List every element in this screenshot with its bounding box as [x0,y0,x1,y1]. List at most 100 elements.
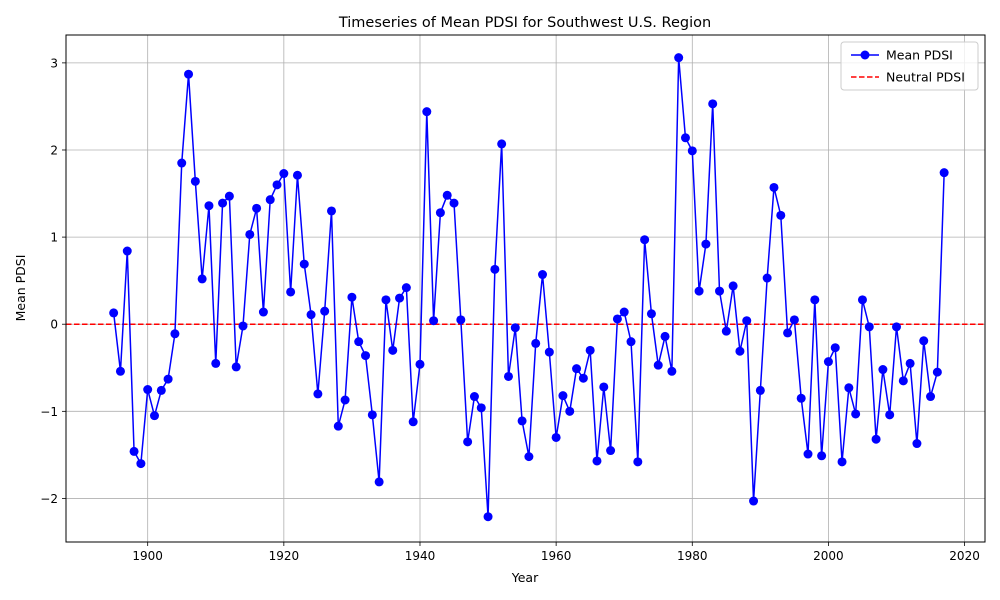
plot-frame [65,34,986,543]
mean-pdsi-point [279,169,289,179]
x-tick-label: 1980 [677,549,708,563]
mean-pdsi-point [272,180,282,190]
mean-pdsi-point [497,139,507,149]
mean-pdsi-point [871,434,881,444]
mean-pdsi-point [796,393,806,403]
mean-pdsi-point [463,437,473,447]
mean-pdsi-point [211,358,221,368]
mean-pdsi-point [565,406,575,416]
mean-pdsi-point [320,306,330,316]
mean-pdsi-point [585,345,595,355]
series-layer [109,53,949,522]
mean-pdsi-point [742,316,752,326]
mean-pdsi-point [660,331,670,341]
mean-pdsi-point [701,239,711,249]
legend-label-neutral-pdsi: Neutral PDSI [886,70,965,85]
mean-pdsi-point [326,206,336,216]
mean-pdsi-point [449,198,459,208]
mean-pdsi-point [177,158,187,168]
mean-pdsi-point [531,338,541,348]
mean-pdsi-point [762,273,772,283]
mean-pdsi-point [163,374,173,384]
mean-pdsi-point [149,411,159,421]
mean-pdsi-point [367,410,377,420]
mean-pdsi-point [435,208,445,218]
mean-pdsi-point [837,457,847,467]
x-tick-label: 1900 [132,549,163,563]
mean-pdsi-point [640,235,650,245]
y-tick-label: 0 [50,318,58,332]
x-tick-label: 2000 [813,549,844,563]
mean-pdsi-point [197,274,207,284]
mean-pdsi-point [395,293,405,303]
mean-pdsi-point [544,347,554,357]
mean-pdsi-point [299,259,309,269]
mean-pdsi-point [156,385,166,395]
mean-pdsi-point [769,182,779,192]
mean-pdsi-point [109,308,119,318]
mean-pdsi-point [408,417,418,427]
mean-pdsi-point [680,133,690,143]
x-tick-label: 1920 [269,549,300,563]
mean-pdsi-point [333,421,343,431]
mean-pdsi-point [136,459,146,469]
mean-pdsi-point [503,371,513,381]
mean-pdsi-point [401,283,411,293]
mean-pdsi-point [878,365,888,375]
mean-pdsi-point [456,315,466,325]
mean-pdsi-point [388,345,398,355]
mean-pdsi-point [381,295,391,305]
mean-pdsi-point [674,53,684,63]
mean-pdsi-point [633,457,643,467]
legend-box [840,41,979,91]
mean-pdsi-point [606,446,616,456]
chart-title: Timeseries of Mean PDSI for Southwest U.… [338,15,711,31]
mean-pdsi-point [823,357,833,367]
mean-pdsi-point [231,362,241,372]
mean-pdsi-point [715,286,725,296]
mean-pdsi-point [803,449,813,459]
mean-pdsi-point [939,168,949,178]
mean-pdsi-point [817,451,827,461]
mean-pdsi-point [252,203,262,213]
mean-pdsi-point [313,389,323,399]
mean-pdsi-point [286,287,296,297]
mean-pdsi-point [892,322,902,332]
mean-pdsi-point [551,432,561,442]
mean-pdsi-point [415,359,425,369]
mean-pdsi-point [789,315,799,325]
mean-pdsi-point [721,326,731,336]
mean-pdsi-point [347,292,357,302]
mean-pdsi-point [619,307,629,317]
x-tick-label: 2020 [949,549,980,563]
mean-pdsi-point [864,322,874,332]
mean-pdsi-point [558,391,568,401]
mean-pdsi-point [258,307,268,317]
mean-pdsi-point [885,410,895,420]
mean-pdsi-point [783,328,793,338]
mean-pdsi-point [708,99,718,109]
mean-pdsi-point [143,385,153,395]
mean-pdsi-point [926,392,936,402]
mean-pdsi-point [510,323,520,333]
mean-pdsi-point [578,373,588,383]
mean-pdsi-point [490,264,500,274]
mean-pdsi-point [851,409,861,419]
mean-pdsi-point [361,351,371,361]
mean-pdsi-point [422,107,432,117]
mean-pdsi-point [592,456,602,466]
x-axis-label: Year [511,570,539,585]
mean-pdsi-point [932,367,942,377]
mean-pdsi-point [919,336,929,346]
mean-pdsi-point [694,286,704,296]
mean-pdsi-point [469,392,479,402]
legend-marker-mean-pdsi [860,50,870,60]
mean-pdsi-point [599,382,609,392]
mean-pdsi-point [905,358,915,368]
mean-pdsi-point [238,321,248,331]
mean-pdsi-point [265,195,275,205]
mean-pdsi-point [122,246,132,256]
mean-pdsi-point [429,316,439,326]
